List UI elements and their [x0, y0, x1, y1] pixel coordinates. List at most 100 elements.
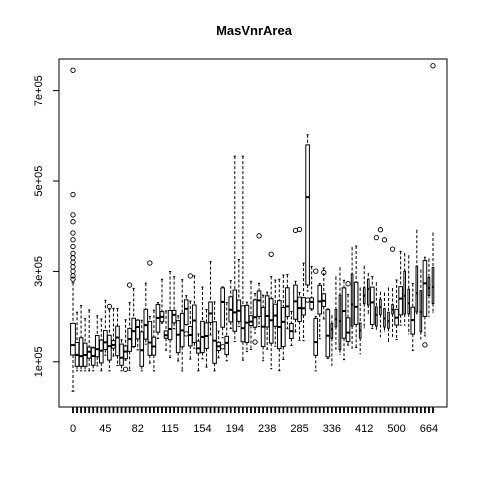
box	[94, 335, 100, 358]
y-axis: 1e+05 3e+05 5e+05 7e+05	[33, 75, 59, 377]
box	[240, 305, 246, 343]
boxes-layer	[70, 63, 436, 392]
box	[353, 281, 359, 325]
outlier-point	[252, 339, 258, 345]
x-tick-label: 500	[387, 423, 405, 435]
box	[256, 290, 262, 317]
box	[297, 296, 302, 323]
box	[301, 297, 306, 316]
box	[188, 325, 193, 347]
box	[330, 323, 334, 339]
outlier-point	[345, 281, 351, 287]
outlier-point	[70, 230, 76, 236]
x-tick-label: 238	[258, 423, 276, 435]
box	[281, 307, 286, 348]
box	[220, 287, 225, 328]
outlier-point	[321, 269, 327, 276]
x-tick-label: 664	[420, 423, 438, 435]
x-tick-label: 336	[323, 423, 341, 435]
y-tick-label: 5e+05	[33, 166, 45, 197]
box	[276, 300, 282, 350]
y-tick-label: 1e+05	[33, 346, 45, 377]
y-tick-label: 3e+05	[33, 256, 45, 287]
box	[183, 299, 189, 326]
outlier-point	[70, 268, 76, 275]
outlier-point	[183, 331, 189, 337]
box	[70, 322, 76, 356]
box	[366, 278, 370, 306]
box	[350, 273, 354, 327]
box	[431, 266, 435, 305]
outlier-point	[70, 276, 76, 282]
box	[415, 265, 419, 313]
x-tick-label: 115	[161, 423, 179, 435]
x-tick-label: 194	[226, 423, 244, 435]
outlier-point	[304, 297, 311, 303]
box	[119, 343, 124, 366]
box	[167, 310, 173, 341]
outlier-point	[70, 250, 76, 256]
box	[285, 287, 290, 318]
box	[107, 334, 112, 361]
outlier-point	[70, 212, 76, 218]
box	[334, 308, 338, 328]
x-tick-label: 45	[99, 423, 111, 435]
outlier-point	[70, 67, 76, 73]
x-axis: 0 45 82 115 154 194 238 285 336 412 500 664	[70, 407, 438, 435]
box	[325, 309, 331, 358]
outlier-point	[122, 366, 129, 372]
box	[232, 289, 238, 332]
outlier-point	[389, 246, 396, 252]
outlier-point	[147, 260, 153, 266]
box	[171, 309, 177, 324]
x-tick-label: 154	[193, 423, 211, 435]
box	[313, 317, 318, 356]
box	[175, 320, 181, 354]
outlier-point	[377, 227, 384, 233]
box	[244, 304, 250, 343]
box	[103, 330, 108, 350]
outlier-point	[70, 259, 76, 266]
outlier-point	[381, 237, 388, 243]
box	[309, 297, 314, 310]
box	[403, 270, 406, 315]
box	[427, 276, 431, 296]
box	[317, 284, 323, 315]
outlier-point	[70, 237, 76, 243]
outlier-point	[268, 251, 274, 257]
outlier-point	[126, 282, 133, 288]
box	[407, 288, 411, 315]
y-tick-label: 7e+05	[33, 75, 45, 106]
outlier-point	[70, 191, 76, 198]
outlier-point	[256, 233, 262, 239]
outlier-point	[313, 268, 319, 274]
box	[135, 319, 141, 340]
box	[224, 335, 230, 356]
outlier-point	[430, 63, 436, 69]
box	[370, 286, 375, 326]
box	[208, 301, 213, 324]
outlier-point	[422, 342, 428, 348]
box	[196, 340, 201, 354]
x-tick-label: 0	[70, 423, 76, 435]
outlier-point	[70, 264, 76, 270]
box	[78, 337, 84, 367]
box	[264, 295, 270, 328]
outlier-point	[187, 273, 193, 279]
outlier-point	[296, 226, 303, 233]
x-tick-label: 285	[290, 423, 308, 435]
box	[252, 299, 258, 328]
plot-frame	[58, 58, 448, 408]
box	[131, 317, 136, 348]
outlier-point	[106, 303, 113, 310]
box	[422, 260, 428, 317]
box	[212, 321, 217, 364]
box	[345, 317, 351, 343]
box	[248, 315, 254, 327]
box	[192, 304, 197, 344]
outlier-point	[373, 234, 380, 241]
box	[398, 286, 403, 316]
x-tick-label: 412	[355, 423, 373, 435]
outlier-point	[220, 344, 226, 350]
